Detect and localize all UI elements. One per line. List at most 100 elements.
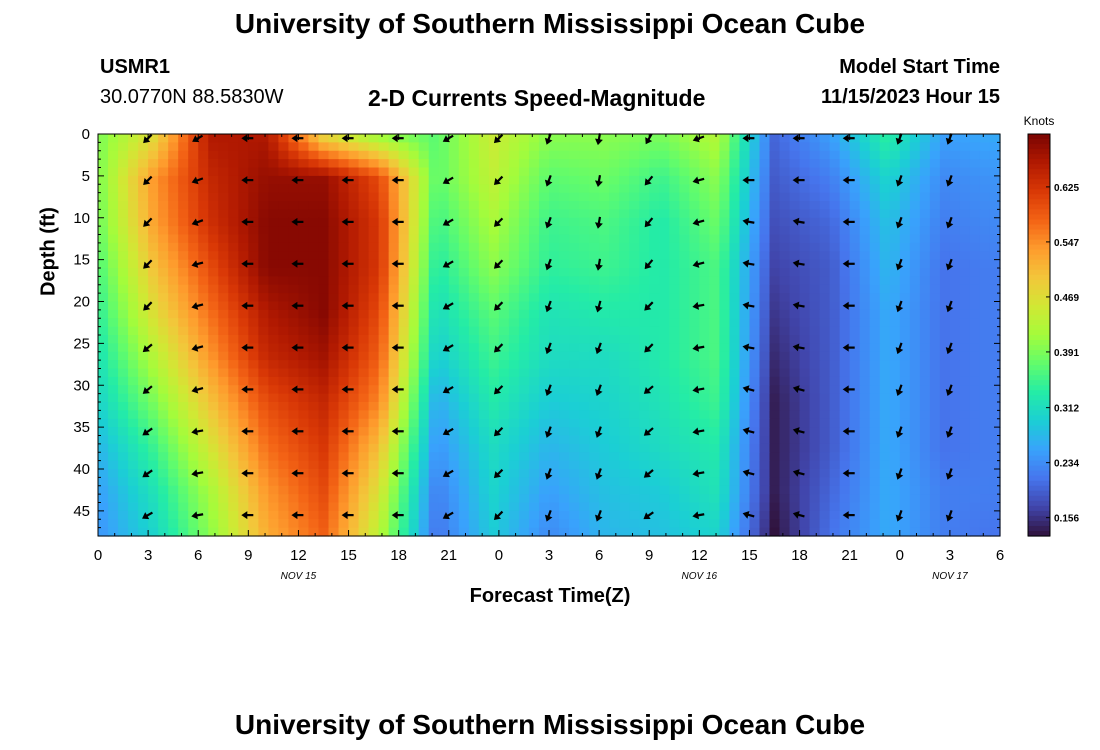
heatmap-cell [158,368,169,378]
heatmap-cell [549,209,560,219]
heatmap-cell [749,494,761,504]
heatmap-cell [358,393,370,403]
heatmap-cell [378,251,390,261]
heatmap-cell [609,226,620,236]
heatmap-cell [348,175,360,185]
heatmap-cell [228,326,239,336]
heatmap-cell [889,477,901,487]
heatmap-cell [579,527,590,537]
heatmap-cell [198,192,209,202]
heatmap-cell [178,343,189,353]
heatmap-cell [448,519,460,529]
heatmap-cell [98,242,109,252]
current-vector-arrow [142,385,153,394]
current-vector-arrow [493,385,504,395]
heatmap-cell [128,201,139,210]
heatmap-cell [318,393,330,403]
heatmap-cell [468,167,480,177]
heatmap-cell [468,410,480,420]
heatmap-cell [719,326,730,336]
heatmap-cell [278,469,290,478]
heatmap-cell [328,335,340,344]
heatmap-cell [428,510,440,520]
heatmap-cell [248,242,259,252]
heatmap-cell [538,376,550,386]
heatmap-cell [849,150,861,160]
heatmap-cell [629,502,640,512]
heatmap-cell [338,142,350,152]
heatmap-cell [478,519,490,529]
heatmap-cell [779,527,791,537]
heatmap-cell [599,427,610,437]
heatmap-cell [739,443,751,453]
heatmap-cell [198,201,209,210]
heatmap-cell [709,268,720,277]
heatmap-cell [418,293,430,303]
heatmap-cell [969,175,981,185]
heatmap-cell [128,510,139,520]
heatmap-cell [919,284,931,294]
heatmap-cell [939,234,951,244]
heatmap-cell [268,385,279,395]
colorbar-segment [1028,164,1050,170]
heatmap-cell [188,318,199,328]
heatmap-cell [398,385,410,395]
x-tick-label: 3 [946,547,954,564]
heatmap-cell [639,452,650,462]
heatmap-cell [108,460,119,470]
heatmap-cell [669,460,680,470]
heatmap-cell [759,393,771,403]
heatmap-cell [889,184,901,194]
heatmap-cell [569,234,580,244]
heatmap-cell [238,494,249,504]
heatmap-cell [949,360,961,370]
heatmap-cell [318,192,330,202]
heatmap-cell [168,234,179,244]
heatmap-cell [398,134,410,143]
heatmap-cell [118,293,129,303]
heatmap-cell [739,142,751,152]
heatmap-cell [849,452,861,462]
heatmap-cell [218,184,229,194]
current-vector-arrow [391,469,404,478]
heatmap-cell [168,519,179,529]
heatmap-cell [148,242,159,252]
heatmap-cell [408,309,420,319]
heatmap-cell [348,460,360,470]
heatmap-cell [889,435,901,445]
heatmap-cell [378,276,390,286]
heatmap-cell [338,402,350,411]
heatmap-cell [679,293,690,303]
heatmap-cell [719,318,730,328]
heatmap-cell [498,209,510,219]
heatmap-cell [619,201,630,210]
heatmap-cell [308,443,320,453]
heatmap-cell [869,301,881,311]
heatmap-cell [388,276,400,286]
y-tick-label: 20 [73,294,90,311]
current-vector-arrow [544,342,553,355]
colorbar-segment [1028,174,1050,180]
heatmap-cell [909,519,921,529]
heatmap-cell [348,510,360,520]
heatmap-cell [258,519,269,529]
heatmap-cell [699,502,710,512]
heatmap-cell [699,301,710,311]
heatmap-cell [308,209,320,219]
heatmap-cell [98,485,109,495]
heatmap-cell [478,217,490,227]
colorbar-segment [1028,395,1050,401]
heatmap-cell [809,259,821,269]
heatmap-cell [418,259,430,269]
heatmap-cell [378,201,390,210]
heatmap-cell [849,510,861,520]
heatmap-cell [208,192,219,202]
heatmap-cell [198,150,209,160]
current-vector-arrow [341,469,354,478]
heatmap-cell [368,234,380,244]
heatmap-cell [749,452,761,462]
heatmap-cell [719,343,730,353]
heatmap-cell [799,360,811,370]
heatmap-cell [198,477,209,487]
heatmap-cell [719,268,730,277]
